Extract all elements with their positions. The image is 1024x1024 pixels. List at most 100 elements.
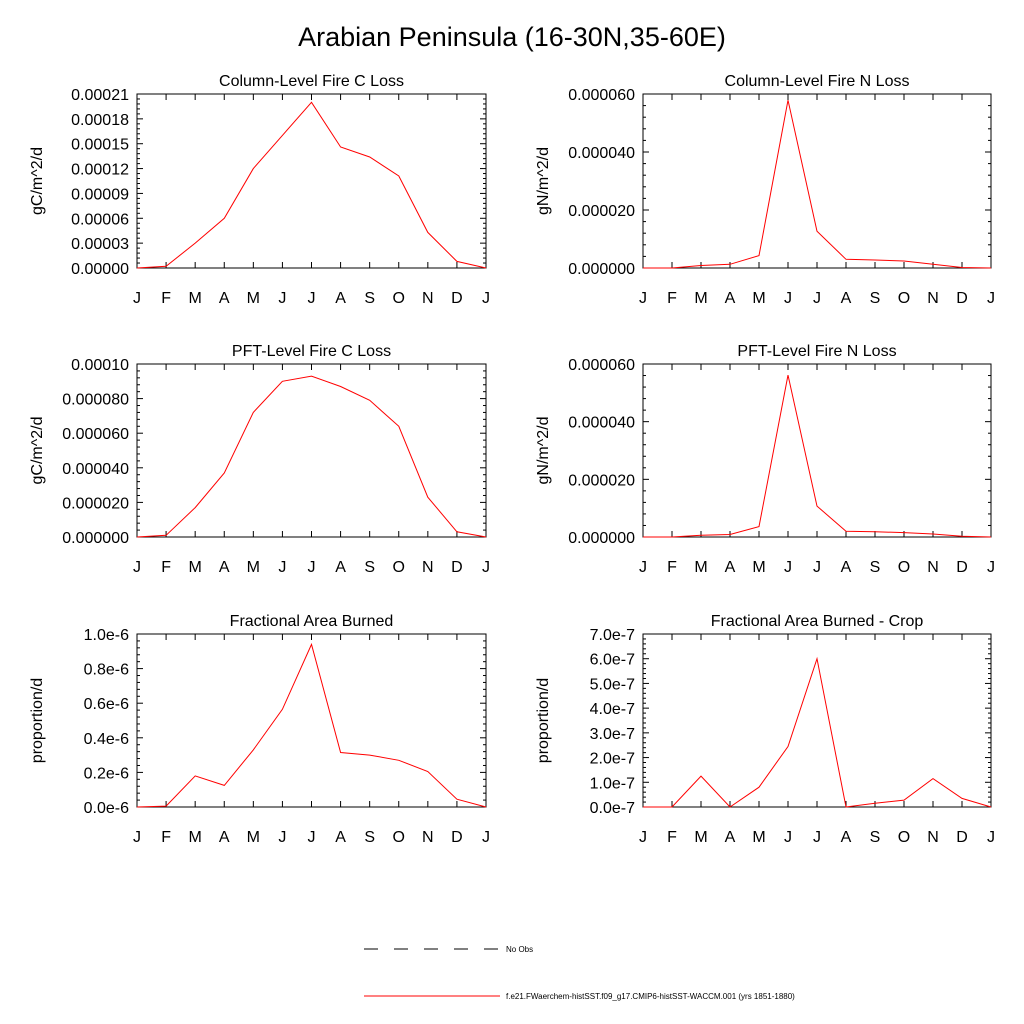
x-tick-label: J <box>278 559 286 576</box>
x-tick-label: J <box>813 829 821 846</box>
y-tick-label: 0.00010 <box>71 357 129 374</box>
x-tick-label: N <box>927 829 939 846</box>
y-tick-label: 0.000080 <box>62 392 129 409</box>
series-line <box>643 374 992 538</box>
y-tick-label: 0.00021 <box>71 87 129 104</box>
x-tick-label: M <box>189 290 202 307</box>
x-tick-label: M <box>694 290 707 307</box>
panel-title: Fractional Area Burned - Crop <box>711 613 924 630</box>
x-tick-label: F <box>161 290 171 307</box>
y-tick-label: 0.000060 <box>568 357 635 374</box>
x-tick-label: J <box>482 829 490 846</box>
x-tick-label: O <box>393 559 405 576</box>
x-tick-label: A <box>841 829 852 846</box>
x-tick-label: N <box>422 290 434 307</box>
panel-title: PFT-Level Fire C Loss <box>232 343 391 360</box>
x-tick-label: O <box>393 829 405 846</box>
y-tick-label: 1.0e-7 <box>590 775 635 792</box>
x-tick-label: J <box>278 290 286 307</box>
x-tick-label: M <box>189 829 202 846</box>
plot-frame <box>642 363 992 538</box>
y-tick-label: 0.000040 <box>568 145 635 162</box>
x-tick-label: F <box>667 559 677 576</box>
x-tick-label: J <box>133 829 141 846</box>
x-tick-label: A <box>725 829 736 846</box>
x-tick-label: N <box>927 559 939 576</box>
x-tick-label: J <box>308 559 316 576</box>
x-tick-label: S <box>870 559 881 576</box>
x-tick-label: S <box>870 829 881 846</box>
x-tick-label: J <box>278 829 286 846</box>
series-line <box>643 100 992 269</box>
legend-label-no-obs: No Obs <box>506 945 533 954</box>
x-tick-label: J <box>784 290 792 307</box>
y-tick-label: 0.000060 <box>568 87 635 104</box>
series-line <box>136 101 487 269</box>
x-tick-label: S <box>364 559 375 576</box>
y-tick-label: 7.0e-7 <box>590 627 635 644</box>
x-tick-label: S <box>870 290 881 307</box>
x-tick-label: D <box>451 829 463 846</box>
y-axis-label: gN/m^2/d <box>535 417 552 485</box>
x-tick-label: M <box>752 559 765 576</box>
x-tick-label: M <box>694 559 707 576</box>
panel-title: PFT-Level Fire N Loss <box>737 343 896 360</box>
series-line <box>136 375 487 538</box>
x-tick-label: D <box>451 559 463 576</box>
x-tick-label: S <box>364 829 375 846</box>
x-tick-label: J <box>639 290 647 307</box>
x-tick-label: J <box>482 290 490 307</box>
x-tick-label: A <box>841 559 852 576</box>
y-axis-label: gN/m^2/d <box>535 147 552 215</box>
x-tick-label: M <box>247 290 260 307</box>
y-tick-label: 0.0e-7 <box>590 800 635 817</box>
y-tick-label: 5.0e-7 <box>590 676 635 693</box>
y-tick-label: 0.00009 <box>71 186 129 203</box>
plot-frame <box>136 93 487 269</box>
y-axis-label: proportion/d <box>535 678 552 763</box>
series-line <box>136 642 487 808</box>
x-tick-label: D <box>956 829 968 846</box>
x-tick-label: J <box>813 290 821 307</box>
x-tick-label: A <box>725 559 736 576</box>
y-tick-label: 4.0e-7 <box>590 701 635 718</box>
x-tick-label: O <box>393 290 405 307</box>
x-tick-label: A <box>219 559 230 576</box>
panel-title: Column-Level Fire N Loss <box>725 73 910 90</box>
x-tick-label: M <box>694 829 707 846</box>
x-tick-label: J <box>133 290 141 307</box>
x-tick-label: J <box>639 829 647 846</box>
x-tick-label: N <box>422 829 434 846</box>
plot-frame <box>642 93 992 269</box>
x-tick-label: F <box>667 829 677 846</box>
y-tick-label: 0.00018 <box>71 112 129 129</box>
x-tick-label: A <box>219 829 230 846</box>
x-tick-label: A <box>219 290 230 307</box>
x-tick-label: M <box>247 559 260 576</box>
y-tick-label: 0.2e-6 <box>84 765 129 782</box>
panel-title: Column-Level Fire C Loss <box>219 73 404 90</box>
y-tick-label: 3.0e-7 <box>590 726 635 743</box>
x-tick-label: M <box>189 559 202 576</box>
x-tick-label: N <box>422 559 434 576</box>
series-line <box>643 656 992 808</box>
y-tick-label: 0.000020 <box>568 472 635 489</box>
x-tick-label: J <box>813 559 821 576</box>
y-tick-label: 0.0e-6 <box>84 800 129 817</box>
y-axis-label: gC/m^2/d <box>29 147 46 215</box>
x-tick-label: F <box>161 559 171 576</box>
x-tick-label: J <box>639 559 647 576</box>
y-tick-label: 0.00012 <box>71 162 129 179</box>
x-tick-label: J <box>308 290 316 307</box>
panel-title: Fractional Area Burned <box>230 613 394 630</box>
page-title: Arabian Peninsula (16-30N,35-60E) <box>298 22 726 52</box>
x-tick-label: A <box>335 290 346 307</box>
x-tick-label: J <box>133 559 141 576</box>
x-tick-label: S <box>364 290 375 307</box>
x-tick-label: F <box>161 829 171 846</box>
